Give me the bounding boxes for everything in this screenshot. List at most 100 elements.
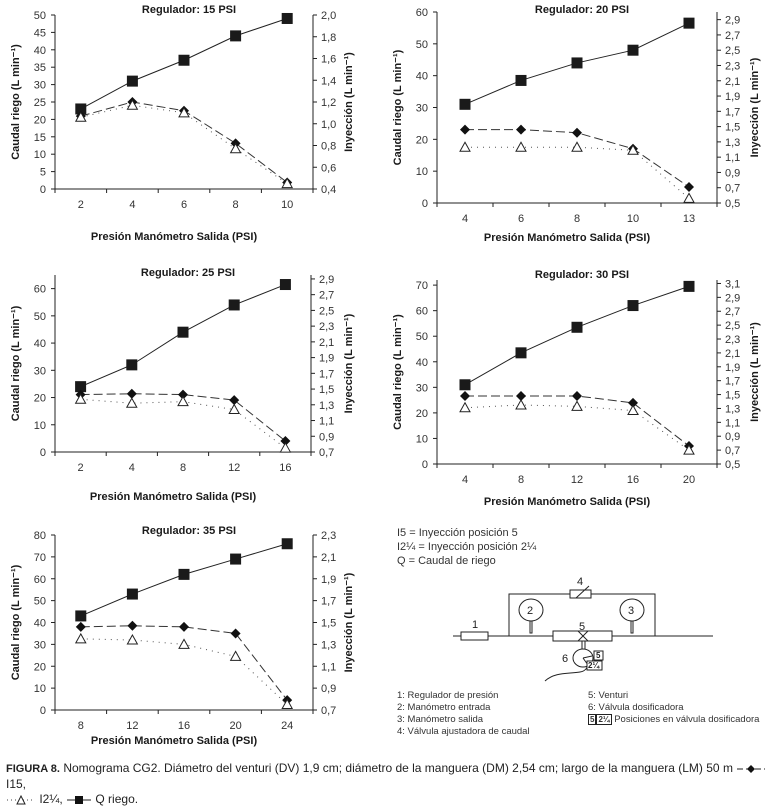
label-6: 6	[562, 653, 568, 665]
x-tick-label: 4	[129, 199, 135, 211]
i214-point	[515, 398, 527, 410]
figure-caption: FIGURA 8. Nomograma CG2. Diámetro del ve…	[6, 761, 772, 807]
label-4: 4	[577, 576, 583, 588]
i214-point	[177, 395, 189, 407]
y2-tick-label: 0,7	[321, 705, 336, 717]
y2-tick-label: 2,0	[321, 10, 336, 22]
y2-tick-label: 0,7	[725, 183, 740, 195]
chart-title: Regulador: 30 PSI	[535, 269, 629, 281]
q-point	[177, 326, 189, 338]
y2-tick-label: 1,8	[321, 32, 336, 44]
q-point	[126, 588, 138, 600]
y2-tick-label: 1,3	[725, 403, 740, 415]
y-tick-label: 45	[34, 27, 46, 39]
y-tick-label: 15	[34, 132, 46, 144]
x-tick-label: 4	[129, 462, 135, 474]
series-q-line	[464, 285, 690, 386]
series-i214-line	[464, 404, 690, 451]
y2-tick-label: 1,9	[321, 574, 336, 586]
legend-i214-marker	[7, 794, 35, 805]
y2-tick-label: 2,7	[725, 30, 740, 42]
q-point	[627, 44, 639, 56]
y2-tick-label: 2,7	[319, 290, 334, 302]
x-tick-label: 4	[462, 474, 468, 486]
x-tick-label: 6	[181, 199, 187, 211]
y-tick-label: 20	[34, 114, 46, 126]
y-tick-label: 60	[34, 284, 46, 296]
i214-point	[178, 638, 190, 649]
y-tick-label: 0	[40, 705, 46, 717]
i214-point	[74, 393, 87, 404]
x-tick-label: 12	[228, 462, 240, 474]
y2-tick-label: 2,9	[319, 274, 334, 286]
y2-tick-label: 1,7	[725, 376, 740, 388]
x-tick-label: 12	[571, 474, 583, 486]
part-4: 4: Válvula ajustadora de caudal	[397, 726, 530, 737]
legend-i15-marker	[737, 764, 766, 773]
x-tick-label: 8	[233, 199, 239, 211]
y2-tick-label: 1,3	[321, 639, 336, 651]
i15-point	[75, 621, 86, 632]
y2-tick-label: 1,5	[725, 390, 740, 402]
x-tick-label: 2	[78, 462, 84, 474]
y2-tick-label: 2,7	[725, 306, 740, 318]
y2-tick-label: 1,5	[321, 618, 336, 630]
series-i214-line	[80, 398, 286, 449]
q-point	[75, 610, 87, 622]
y-tick-label: 50	[416, 39, 428, 51]
position-2-1-4: 2¼	[588, 661, 600, 670]
x-tick-label: 8	[518, 474, 524, 486]
x-tick-label: 8	[78, 720, 84, 732]
i214-point	[279, 442, 292, 453]
i15-point	[179, 621, 189, 632]
i214-point	[459, 401, 471, 413]
q-point	[571, 321, 583, 333]
y2-tick-label: 2,9	[725, 292, 740, 304]
y-tick-label: 60	[416, 306, 428, 318]
x-axis-label: Presión Manómetro Salida (PSI)	[90, 491, 257, 503]
pressure-regulator	[460, 631, 489, 641]
i214-point	[125, 397, 138, 408]
y2-tick-label: 2,5	[725, 320, 740, 332]
q-point	[281, 12, 293, 24]
y-tick-label: 80	[34, 530, 46, 542]
y-tick-label: 30	[416, 103, 428, 115]
q-point	[459, 379, 471, 391]
y2-tick-label: 1,4	[321, 75, 336, 87]
caption-label: FIGURA 8.	[6, 763, 60, 775]
y2-tick-label: 0,4	[321, 184, 336, 196]
position-5: 5	[596, 651, 601, 660]
y-axis-label: Caudal riego (L min⁻¹)	[10, 305, 22, 421]
y-tick-label: 10	[34, 420, 46, 432]
x-axis-label: Presión Manómetro Salida (PSI)	[91, 231, 258, 243]
x-tick-label: 8	[574, 213, 580, 225]
y2-tick-label: 2,1	[321, 552, 336, 564]
x-tick-label: 4	[462, 213, 468, 225]
y-tick-label: 10	[34, 683, 46, 695]
y2-tick-label: 0,8	[321, 141, 336, 153]
y2-tick-label: 0,7	[725, 445, 740, 457]
y2-axis-label: Inyección (L min⁻¹)	[749, 57, 761, 157]
y-tick-label: 50	[34, 311, 46, 323]
y2-tick-label: 0,5	[725, 198, 740, 210]
x-tick-label: 13	[683, 213, 695, 225]
q-point	[126, 359, 138, 371]
x-tick-label: 10	[281, 199, 293, 211]
q-point	[683, 17, 695, 29]
y2-axis-label: Inyección (L min⁻¹)	[749, 322, 761, 422]
i15-point	[572, 390, 582, 401]
y-tick-label: 40	[34, 45, 46, 57]
i15-point	[684, 181, 694, 192]
part-2: 2: Manómetro entrada	[397, 702, 491, 713]
i214-point	[281, 698, 294, 710]
part-5: 5: Venturi	[588, 690, 629, 701]
y2-tick-label: 2,5	[725, 45, 740, 57]
x-tick-label: 20	[229, 720, 241, 732]
y2-tick-label: 3,1	[725, 278, 740, 290]
y2-axis-label: Inyección (L min⁻¹)	[343, 572, 355, 672]
y2-tick-label: 1,7	[725, 106, 740, 118]
parts-list-left: 1: Regulador de presión 2: Manómetro ent…	[397, 690, 530, 738]
y2-tick-label: 2,9	[725, 15, 740, 27]
x-tick-label: 16	[627, 474, 639, 486]
y2-tick-label: 1,9	[725, 362, 740, 374]
